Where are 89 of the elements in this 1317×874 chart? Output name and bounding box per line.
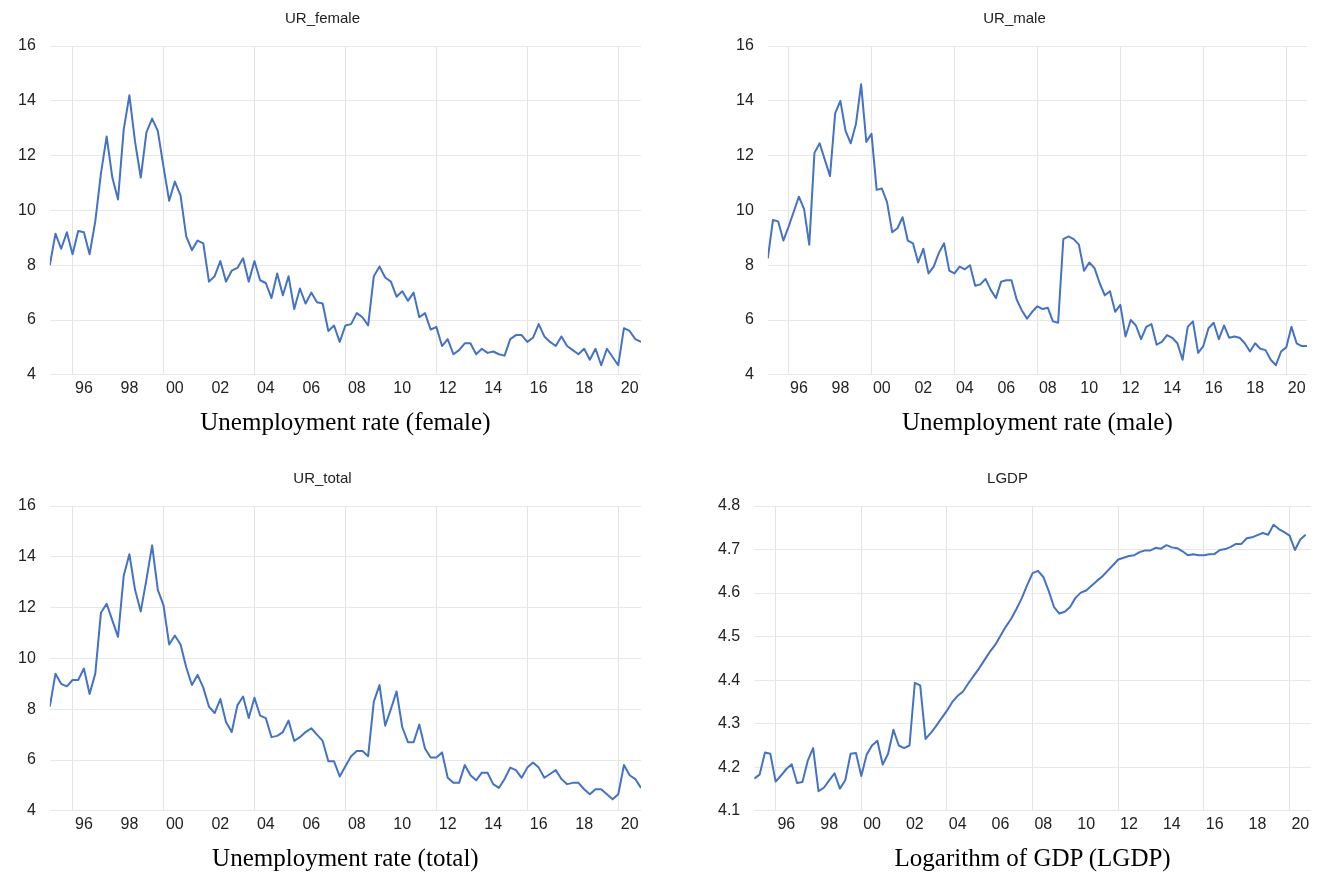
chart-title: UR_male	[983, 9, 1046, 27]
x-tick-label: 12	[1121, 378, 1140, 396]
y-tick-label: 4	[26, 801, 36, 819]
x-axis-title: Logarithm of GDP (LGDP)	[894, 843, 1171, 872]
x-tick-label: 96	[790, 378, 808, 396]
x-tick-label: 08	[1034, 814, 1053, 832]
x-tick-label: 98	[820, 814, 839, 832]
y-tick-label: 4.1	[717, 801, 741, 819]
x-tick-label: 04	[955, 378, 974, 396]
x-tick-label: 04	[948, 814, 967, 832]
chart-title: LGDP	[987, 469, 1028, 487]
x-tick-label: 10	[1080, 378, 1099, 396]
y-tick-label: 6	[26, 750, 36, 768]
x-tick-label: 10	[393, 378, 412, 396]
x-tick-label: 02	[905, 814, 924, 832]
x-tick-label: 12	[1120, 814, 1138, 832]
x-tick-label: 12	[438, 378, 457, 396]
y-tick-label: 12	[736, 146, 754, 164]
y-tick-label: 4.4	[717, 670, 741, 688]
x-tick-label: 04	[256, 378, 275, 396]
y-tick-label: 14	[18, 547, 36, 565]
x-tick-label: 98	[120, 814, 139, 832]
x-axis-title: Unemployment rate (female)	[200, 407, 491, 436]
x-tick-label: 14	[484, 814, 503, 832]
x-tick-label: 16	[529, 378, 548, 396]
y-tick-label: 10	[18, 200, 36, 218]
x-tick-label: 06	[302, 378, 321, 396]
x-tick-label: 96	[75, 814, 93, 832]
x-tick-label: 18	[575, 814, 594, 832]
y-tick-label: 16	[18, 36, 36, 54]
y-tick-label: 4.7	[717, 539, 741, 557]
x-tick-label: 14	[484, 378, 503, 396]
y-tick-label: 12	[18, 598, 36, 616]
x-tick-label: 96	[75, 378, 93, 396]
x-tick-label: 96	[777, 814, 796, 832]
x-tick-label: 18	[1246, 378, 1265, 396]
y-tick-label: 4.5	[717, 627, 741, 645]
y-tick-label: 8	[26, 255, 36, 273]
y-tick-label: 8	[26, 699, 36, 717]
y-tick-label: 4	[744, 365, 754, 383]
x-tick-label: 00	[165, 814, 184, 832]
y-tick-label: 4	[26, 365, 36, 383]
x-tick-label: 08	[347, 378, 366, 396]
x-tick-label: 18	[575, 378, 594, 396]
x-tick-label: 02	[211, 814, 230, 832]
x-tick-label: 02	[914, 378, 933, 396]
x-tick-label: 16	[529, 814, 548, 832]
y-tick-label: 4.2	[717, 757, 741, 775]
x-tick-label: 12	[438, 814, 457, 832]
y-tick-label: 4.6	[717, 583, 741, 601]
x-tick-label: 20	[1291, 814, 1310, 832]
y-tick-label: 16	[18, 496, 36, 514]
y-tick-label: 4.8	[717, 496, 741, 514]
x-tick-label: 00	[872, 378, 891, 396]
x-tick-label: 20	[620, 378, 639, 396]
y-tick-label: 14	[18, 91, 36, 109]
x-tick-label: 10	[1077, 814, 1096, 832]
x-tick-label: 10	[393, 814, 412, 832]
y-tick-label: 16	[736, 36, 754, 54]
x-tick-label: 02	[211, 378, 230, 396]
chart-title: UR_total	[293, 469, 352, 487]
x-tick-label: 06	[991, 814, 1010, 832]
x-axis-title: Unemployment rate (total)	[212, 843, 479, 872]
x-tick-label: 08	[1038, 378, 1057, 396]
x-tick-label: 00	[863, 814, 882, 832]
x-tick-label: 20	[1287, 378, 1306, 396]
x-tick-label: 08	[347, 814, 366, 832]
x-tick-label: 20	[620, 814, 639, 832]
x-tick-label: 98	[120, 378, 139, 396]
x-tick-label: 06	[302, 814, 321, 832]
y-tick-label: 14	[736, 91, 754, 109]
x-tick-label: 06	[997, 378, 1016, 396]
x-tick-label: 16	[1204, 378, 1223, 396]
x-axis-title: Unemployment rate (male)	[902, 407, 1173, 436]
y-tick-label: 6	[744, 310, 754, 328]
x-tick-label: 04	[256, 814, 275, 832]
x-tick-label: 16	[1205, 814, 1224, 832]
x-tick-label: 98	[831, 378, 850, 396]
y-tick-label: 4.3	[717, 714, 741, 732]
y-tick-label: 6	[26, 310, 36, 328]
x-tick-label: 00	[165, 378, 184, 396]
y-tick-label: 12	[18, 146, 36, 164]
x-tick-label: 14	[1163, 378, 1182, 396]
x-tick-label: 18	[1248, 814, 1267, 832]
x-tick-label: 14	[1162, 814, 1181, 832]
y-tick-label: 10	[18, 648, 36, 666]
y-tick-label: 10	[736, 200, 754, 218]
y-tick-label: 8	[744, 255, 754, 273]
chart-title: UR_female	[284, 9, 361, 27]
